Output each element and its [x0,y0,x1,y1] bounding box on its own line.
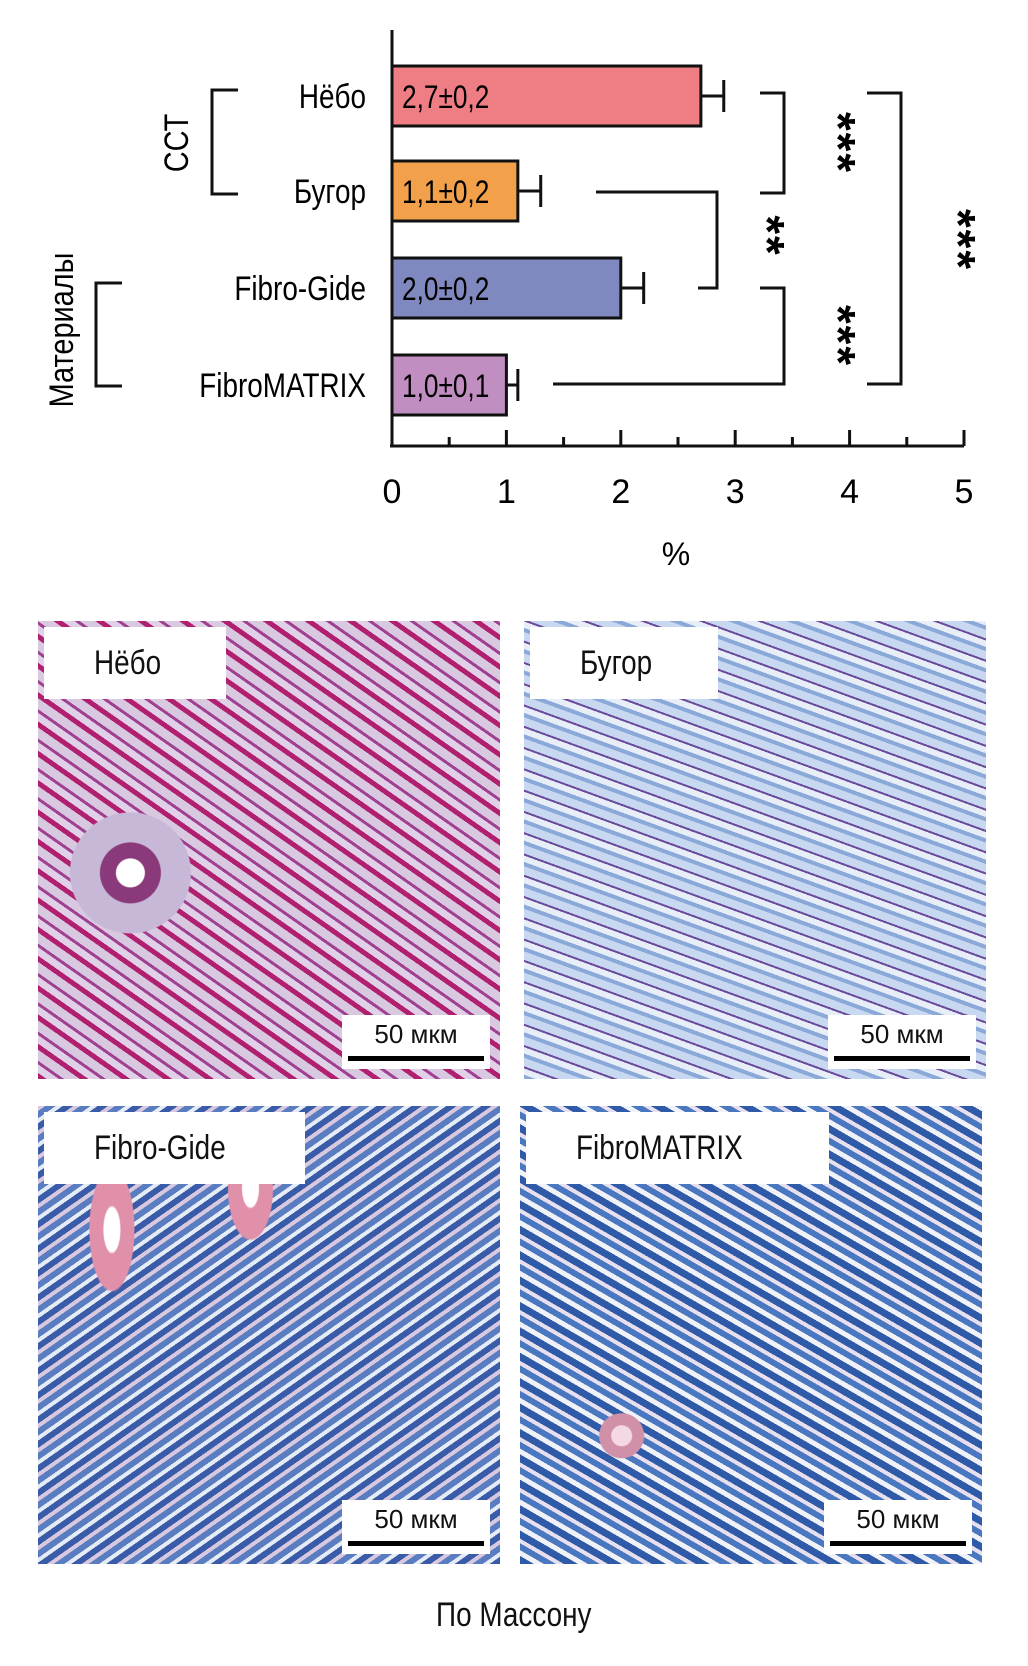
histology-panel-nebo: Нёбо 50 мкм [38,621,500,1079]
scale-bar: 50 мкм [824,1500,972,1554]
panel-label: Нёбо [44,627,226,699]
sig-bracket-bugor-fibrogide [596,190,719,290]
histology-panel-fibromatrix: FibroMATRIX 50 мкм [520,1106,982,1564]
significance-stars: *** [931,209,984,271]
sig-bracket-fibrogide-fibromatrix [553,286,786,386]
sig-bracket-nebo-bugor [760,91,786,195]
x-tick-label: 5 [955,473,974,511]
histology-panel-bugor: Бугор 50 мкм [524,621,986,1079]
panel-label: FibroMATRIX [526,1112,830,1184]
data-label: 2,7±0,2 [402,81,489,116]
x-tick-label: 1 [497,473,516,511]
x-tick-label: 0 [383,473,402,511]
data-label: 1,0±0,1 [402,370,489,405]
group-label-sst: ССТ [157,114,196,172]
bar [390,256,623,320]
significance-stars: *** [811,305,864,367]
bar [390,159,520,223]
category-label: FibroMATRIX [199,366,366,404]
x-tick-label: 3 [726,473,745,511]
histology-panel-fibro-gide: Fibro-Gide 50 мкм [38,1106,500,1564]
group-bracket-materials [94,281,122,388]
category-label: Нёбо [299,77,366,115]
panel-label: Бугор [530,627,719,699]
significance-stars: *** [811,112,864,174]
x-axis-label: % [662,536,690,572]
scale-bar: 50 мкм [828,1015,976,1069]
group-label-materials: Материалы [42,253,81,408]
data-label: 2,0±0,2 [402,273,489,308]
x-tick-label: 4 [840,473,859,511]
data-label: 1,1±0,2 [402,176,489,211]
category-label: Бугор [294,172,366,210]
sig-bracket-nebo-fibromatrix [867,91,903,386]
significance-stars: ** [740,215,793,256]
scale-bar: 50 мкм [342,1500,490,1554]
group-bracket-sst [210,88,238,196]
panel-label: Fibro-Gide [44,1112,305,1184]
bar [390,353,508,417]
x-tick-label: 2 [611,473,630,511]
category-label: Fibro-Gide [234,269,366,307]
figure-caption: По Массону [436,1596,592,1634]
bar-chart: 2,7±0,2 Нёбо 1,1±0,2 Бугор 2,0±0,2 Fibro-Gide… [42,30,984,572]
scale-bar: 50 мкм [342,1015,490,1069]
